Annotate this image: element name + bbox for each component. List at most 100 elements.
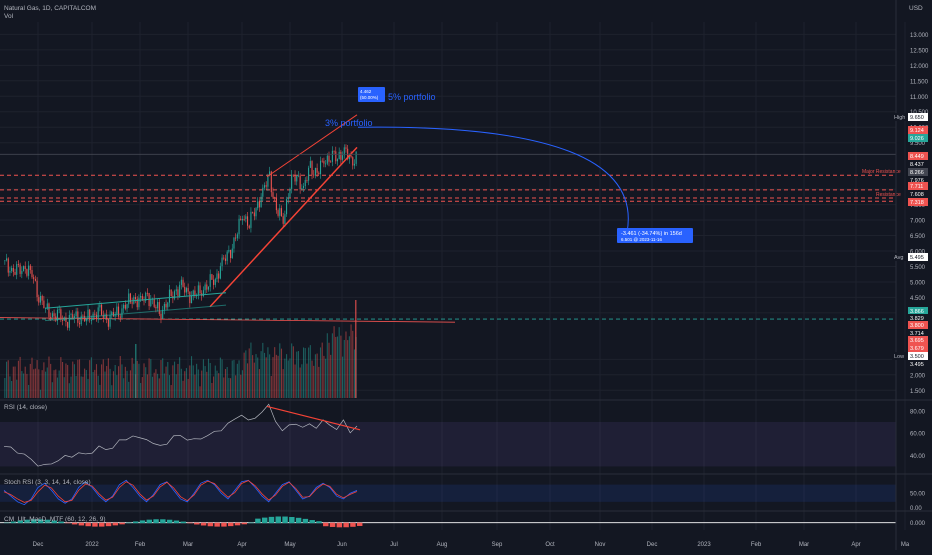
price-tag-value: 8.449 (910, 154, 924, 160)
candle-body (131, 302, 133, 304)
macd-hist-bar (153, 519, 159, 524)
volume-bar (16, 379, 18, 398)
x-tick-label: 2023 (697, 542, 711, 548)
volume-bar (118, 366, 120, 398)
price-tag-bg (908, 321, 928, 329)
candle-body (207, 286, 210, 290)
candle-body (129, 293, 131, 303)
candle-body (213, 279, 215, 285)
volume-bar (58, 370, 60, 398)
candle-body (238, 218, 240, 235)
volume-bar (246, 363, 249, 398)
candle-body (269, 171, 271, 176)
candle-body (167, 302, 169, 308)
candle-body (294, 174, 296, 182)
macd-hist-bar (51, 520, 57, 524)
macd-hist-bar (65, 522, 71, 524)
volume-bar (145, 367, 147, 398)
volume-bar (345, 331, 347, 398)
volume-bar (5, 361, 8, 398)
price-tag-value: 9.026 (910, 136, 924, 142)
candle-body (313, 174, 315, 176)
drawings: 4.462(50.00%) 5% portfolio 3% portfolio -3.… (0, 87, 896, 322)
rsi-title: RSI (14, close) (4, 404, 47, 411)
volume-bar (314, 354, 316, 398)
volume-bar (60, 357, 62, 398)
volume-bar (309, 345, 311, 398)
candle-body (102, 314, 104, 318)
volume-bar (196, 363, 198, 398)
currency-label: USD (909, 5, 923, 12)
candle-body (224, 258, 227, 261)
volume-bar (121, 364, 123, 398)
volume-bar (197, 369, 199, 398)
candle-body (233, 237, 235, 249)
candle-body (155, 306, 157, 309)
price-tag-value: 3.800 (910, 323, 924, 329)
price-tag-label: Avg (894, 255, 903, 261)
candle-body (280, 208, 283, 217)
candle-body (258, 201, 260, 208)
volume-bar (267, 347, 269, 398)
volume-bar (255, 354, 257, 398)
volume-bar (90, 357, 92, 398)
volume-bar (286, 354, 288, 398)
volume-bar (109, 368, 111, 398)
candle-body (236, 234, 238, 239)
candle-body (328, 155, 330, 162)
volume-bar (302, 347, 305, 398)
volume-bar (80, 376, 82, 398)
macd-hist-bar (329, 522, 336, 527)
candle-body (230, 250, 232, 259)
volume-bar (7, 360, 9, 398)
volume-bar (112, 371, 115, 398)
candle-body (190, 295, 193, 304)
candle-body (287, 197, 289, 200)
volume-bar (68, 383, 70, 398)
candle-body (192, 290, 194, 296)
volume-bar (70, 376, 72, 398)
macd-hist-bar (146, 519, 152, 524)
candle-body (39, 296, 42, 303)
candle-body (260, 196, 262, 208)
volume-bar (89, 360, 91, 398)
candle-body (223, 257, 225, 259)
candle-body (157, 302, 159, 309)
volume-bar (316, 353, 318, 398)
volume-bar (28, 384, 30, 398)
volume-bar (226, 366, 228, 398)
price-tag-value: 3.866 (910, 309, 924, 315)
candle-body (80, 315, 82, 325)
candle-body (140, 295, 142, 298)
macd-hist-bar (58, 521, 64, 524)
candle-body (342, 155, 344, 160)
stoch-k-line (3, 479, 358, 506)
volume-bar (224, 368, 227, 398)
candle-body (296, 175, 298, 182)
candle-body (321, 160, 323, 162)
x-tick-label: Jun (337, 542, 347, 548)
volume-bar (67, 365, 69, 398)
macd-hist-bar (132, 521, 139, 524)
candle-body (211, 274, 213, 280)
candle-body (189, 291, 191, 304)
candle-body (177, 289, 179, 297)
x-tick-label: Aug (437, 542, 448, 548)
volume-bar (221, 359, 223, 398)
candle-body (128, 293, 130, 305)
y-tick-label: 6.500 (910, 234, 926, 240)
candle-body (226, 251, 228, 261)
macd-hist-bar (78, 522, 85, 526)
volume-bar (62, 361, 64, 398)
candle-body (336, 159, 339, 162)
volume-bar (292, 346, 294, 398)
price-tag-value: 7.976 (910, 178, 924, 184)
x-tick-label: Ma (901, 542, 910, 548)
volume-bar (274, 347, 276, 398)
volume-bar (235, 375, 237, 398)
x-tick-label: May (284, 542, 295, 548)
candle-body (111, 312, 113, 315)
rsi-divergence-line (266, 405, 361, 431)
x-tick-label: Jul (390, 542, 398, 548)
